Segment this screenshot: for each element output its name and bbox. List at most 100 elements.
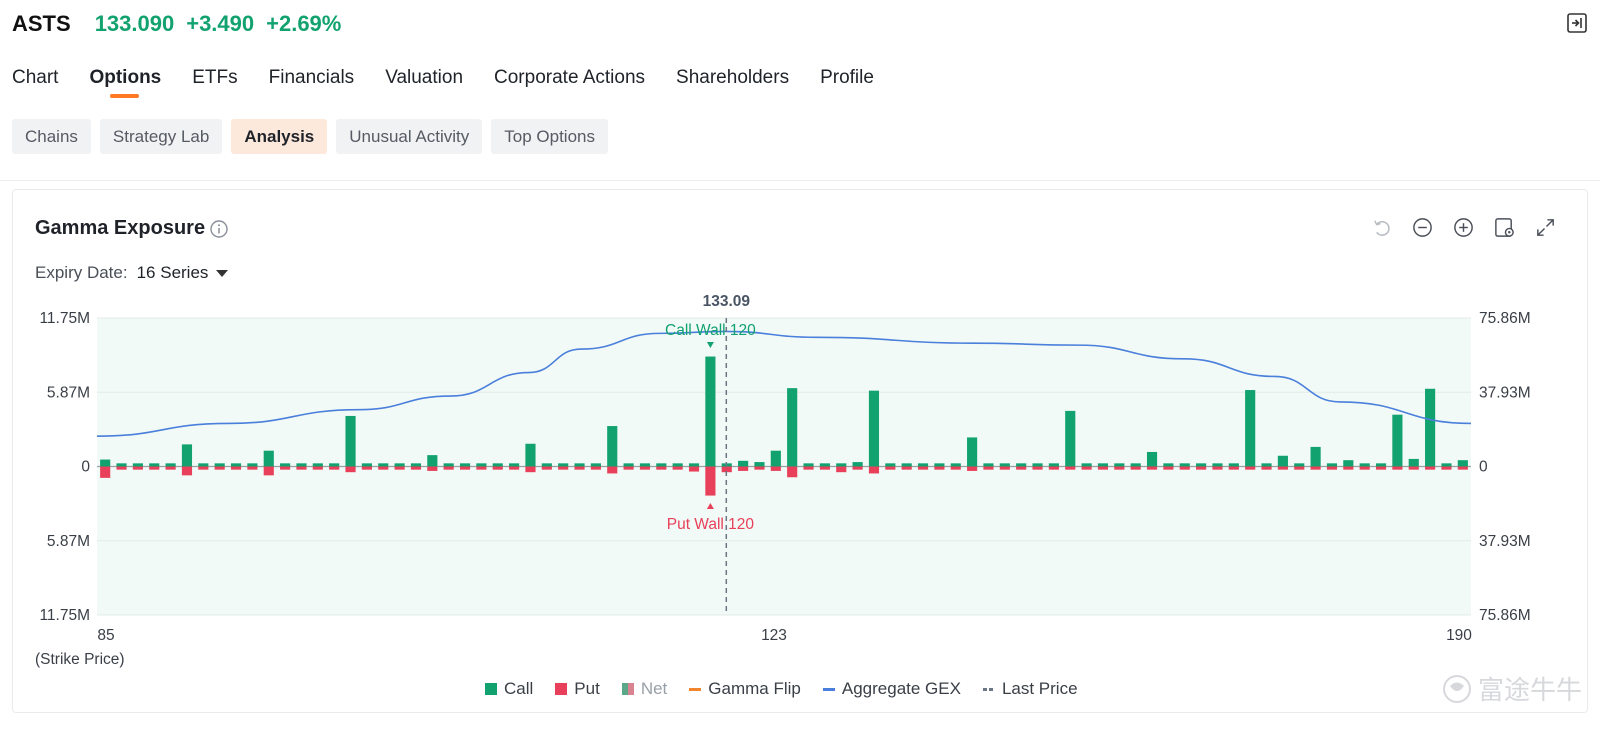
- call-bar: [214, 463, 225, 467]
- exit-panel-icon[interactable]: [1566, 12, 1588, 34]
- subtab-top-options[interactable]: Top Options: [491, 119, 608, 154]
- legend-call[interactable]: Call: [485, 679, 533, 699]
- call-bar: [378, 463, 389, 467]
- put-bar: [410, 466, 422, 470]
- put-bar: [868, 466, 880, 474]
- call-bar: [803, 463, 814, 467]
- y-left-tick-label: 0: [81, 459, 90, 476]
- tab-etfs[interactable]: ETFs: [192, 67, 238, 88]
- put-bar: [312, 466, 323, 470]
- legend-last-price[interactable]: Last Price: [982, 679, 1078, 699]
- section-divider: [0, 180, 1600, 181]
- legend-put[interactable]: Put: [555, 679, 600, 699]
- brand-watermark: 富途牛牛: [1442, 670, 1582, 707]
- put-wall-label: Put Wall 120: [667, 516, 755, 533]
- put-bar: [1441, 466, 1452, 470]
- call-bar: [639, 463, 651, 467]
- call-bar: [836, 463, 847, 467]
- zoom-in-icon[interactable]: [1452, 216, 1475, 239]
- call-bar: [427, 455, 438, 467]
- aggregate-gex-line: [96, 330, 1472, 437]
- legend-aggregate-gex-label: Aggregate GEX: [841, 679, 961, 698]
- fullscreen-icon[interactable]: [1534, 216, 1557, 239]
- call-bar: [1343, 460, 1354, 467]
- call-bar: [361, 463, 372, 467]
- legend-aggregate-gex[interactable]: Aggregate GEX: [822, 679, 961, 699]
- call-bar: [263, 450, 274, 467]
- put-bar: [525, 466, 536, 473]
- legend-put-label: Put: [574, 679, 600, 698]
- put-bar: [230, 466, 242, 470]
- tab-valuation[interactable]: Valuation: [385, 67, 464, 88]
- y-right-tick-label: 37.93M: [1479, 533, 1531, 550]
- call-bar: [329, 463, 340, 467]
- call-bar: [967, 437, 978, 467]
- call-bar: [1163, 463, 1174, 467]
- expiry-dropdown[interactable]: 16 Series: [137, 263, 229, 283]
- info-icon[interactable]: [209, 219, 229, 239]
- subtab-strategy-lab[interactable]: Strategy Lab: [99, 119, 223, 154]
- put-bar: [459, 466, 471, 470]
- tab-corporate-actions[interactable]: Corporate Actions: [494, 67, 646, 88]
- put-bar: [1081, 466, 1092, 470]
- brand-logo-icon: [1442, 674, 1471, 703]
- zoom-out-icon[interactable]: [1411, 216, 1434, 239]
- put-bar: [1228, 466, 1239, 470]
- legend-net[interactable]: Net: [621, 679, 667, 699]
- put-bar: [1375, 466, 1387, 470]
- chart-settings-icon[interactable]: [1493, 216, 1516, 239]
- call-bar: [656, 463, 667, 467]
- tab-profile[interactable]: Profile: [820, 67, 874, 88]
- subtab-chains[interactable]: Chains: [12, 119, 91, 154]
- subtab-unusual-activity[interactable]: Unusual Activity: [336, 119, 483, 154]
- legend-gamma-flip[interactable]: Gamma Flip: [689, 679, 801, 699]
- call-bar: [1048, 463, 1059, 467]
- put-bar: [639, 466, 651, 470]
- call-bar: [492, 463, 503, 467]
- net-swatch: [621, 683, 634, 695]
- call-bar: [296, 463, 307, 467]
- put-bar: [198, 466, 209, 470]
- put-bar: [280, 466, 291, 470]
- put-bar: [361, 466, 372, 470]
- tab-shareholders[interactable]: Shareholders: [676, 67, 790, 88]
- caret-down-icon: [216, 269, 229, 277]
- call-bar: [1245, 390, 1256, 467]
- put-bar: [917, 466, 929, 470]
- put-bar: [1343, 466, 1354, 470]
- put-bar: [181, 466, 193, 476]
- call-bar: [1065, 410, 1076, 467]
- call-bar: [1114, 463, 1125, 467]
- tab-options[interactable]: Options: [89, 64, 161, 98]
- put-bar: [345, 466, 356, 473]
- put-bar: [1212, 466, 1223, 470]
- x-tick-label: 85: [97, 627, 114, 644]
- undo-icon[interactable]: [1370, 216, 1393, 239]
- call-bar: [1228, 463, 1239, 467]
- put-bar: [1457, 466, 1468, 470]
- call-bar: [1359, 463, 1370, 467]
- put-bar: [214, 466, 225, 470]
- put-bar: [770, 466, 781, 471]
- put-bar: [1392, 466, 1403, 470]
- put-bar: [574, 466, 585, 470]
- put-bar: [100, 466, 111, 478]
- y-right-tick-label: 0: [1479, 459, 1488, 476]
- ticker-symbol: ASTS: [12, 11, 71, 36]
- chart-toolbar: [1370, 216, 1557, 239]
- put-bar: [1130, 466, 1141, 470]
- put-bar: [443, 466, 454, 470]
- tab-financials[interactable]: Financials: [268, 67, 355, 88]
- gamma-flip-swatch: [689, 687, 702, 691]
- subtab-analysis[interactable]: Analysis: [231, 119, 328, 154]
- tab-chart[interactable]: Chart: [12, 67, 59, 88]
- put-bar: [754, 466, 765, 470]
- put-bar: [1016, 466, 1027, 470]
- call-bar: [181, 444, 193, 467]
- call-bar: [280, 463, 291, 467]
- call-bar: [1375, 463, 1387, 467]
- y-right-tick-label: 75.86M: [1479, 310, 1531, 327]
- call-bar: [476, 463, 487, 467]
- call-bar: [1016, 463, 1027, 467]
